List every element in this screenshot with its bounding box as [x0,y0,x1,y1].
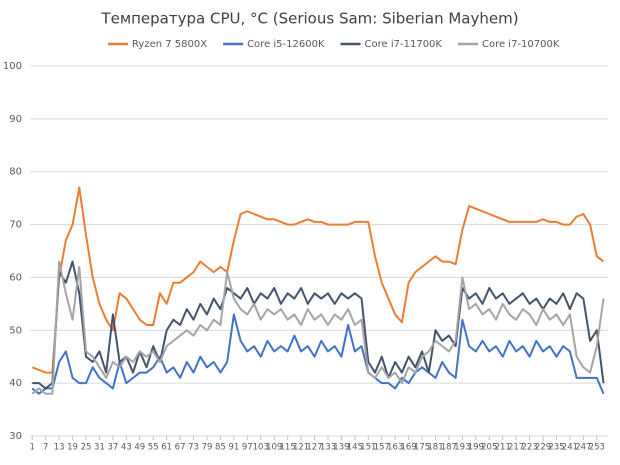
x-tick-label: 31 [94,443,105,453]
x-tick-label: 217 [508,443,524,453]
x-tick-label: 25 [81,443,92,453]
x-tick-label: 163 [387,443,403,453]
x-tick-label: 211 [495,443,511,453]
x-tick-label: 79 [202,443,213,453]
x-tick-label: 85 [215,443,226,453]
x-tick-label: 253 [589,443,605,453]
x-tick-label: 49 [134,443,145,453]
x-tick-label: 1 [30,443,35,453]
series-line [32,260,605,390]
x-tick-label: 109 [266,443,282,453]
chart-title: Температура CPU, °C (Serious Sam: Siberi… [100,10,518,28]
x-tick-label: 229 [535,443,551,453]
series-line [31,186,605,374]
x-tick-label: 241 [562,443,578,453]
legend-label: Core i7-10700K [482,39,560,50]
y-tick-label: 90 [9,114,22,125]
x-tick-label: 91 [228,443,239,453]
x-tick-label: 19 [67,443,78,453]
x-tick-label: 67 [175,443,186,453]
x-tick-label: 103 [253,443,269,453]
y-tick-label: 80 [9,167,22,178]
x-tick-label: 13 [54,443,65,453]
x-tick-label: 151 [360,443,376,453]
x-tick-label: 187 [441,443,457,453]
x-tick-label: 175 [414,443,430,453]
y-tick-label: 50 [9,325,22,336]
x-tick-label: 61 [161,443,172,453]
x-tick-label: 145 [347,443,363,453]
x-tick-label: 115 [280,443,296,453]
legend-label: Core i5-12600K [247,39,325,50]
x-tick-label: 37 [107,443,118,453]
x-tick-label: 55 [148,443,159,453]
x-tick-label: 127 [306,443,322,453]
x-tick-label: 205 [481,443,497,453]
y-tick-label: 60 [9,272,22,283]
series-line [31,313,605,395]
x-tick-label: 97 [242,443,253,453]
x-tick-label: 235 [548,443,564,453]
x-tick-label: 7 [43,443,48,453]
y-tick-label: 40 [9,378,22,389]
series-line [31,260,605,395]
y-tick-label: 100 [3,61,22,72]
x-tick-label: 157 [374,443,390,453]
x-tick-label: 181 [427,443,443,453]
x-tick-label: 199 [468,443,484,453]
x-tick-label: 73 [188,443,199,453]
y-tick-label: 70 [9,220,22,231]
x-tick-label: 133 [320,443,336,453]
y-tick-label: 30 [9,431,22,442]
x-tick-label: 139 [333,443,349,453]
x-tick-label: 223 [521,443,537,453]
x-tick-label: 121 [293,443,309,453]
x-tick-label: 193 [454,443,470,453]
legend: Ryzen 7 5800X Core i5-12600K Core i7-11700… [108,39,560,50]
x-tick-label: 43 [121,443,132,453]
x-tick-label: 169 [400,443,416,453]
x-tick-label: 247 [575,443,591,453]
legend-label: Ryzen 7 5800X [132,39,207,50]
legend-label: Core i7-11700K [365,39,443,50]
